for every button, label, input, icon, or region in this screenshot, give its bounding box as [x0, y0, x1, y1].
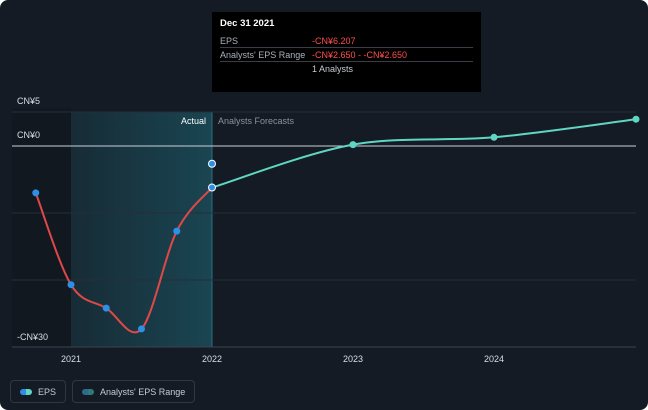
x-tick-label: 2023 — [343, 354, 363, 364]
forecast-point — [632, 115, 640, 123]
tooltip-row-range: Analysts' EPS Range -CN¥2.650 - -CN¥2.65… — [220, 48, 473, 62]
legend-item-range[interactable]: Analysts' EPS Range — [72, 380, 196, 403]
legend-label: Analysts' EPS Range — [100, 386, 186, 397]
tooltip-key: EPS — [220, 35, 239, 46]
eps-forecast-line — [211, 118, 637, 189]
legend-item-eps[interactable]: EPS — [10, 380, 67, 403]
tooltip-value: 1 Analysts — [312, 63, 354, 74]
eps-point — [32, 189, 40, 197]
forecast-point — [490, 133, 498, 141]
highlight-region — [71, 112, 212, 347]
tooltip-value: -CN¥2.650 - -CN¥2.650 — [312, 49, 408, 60]
y-tick-label: CN¥5 — [17, 96, 40, 106]
y-tick-label: CN¥0 — [17, 130, 40, 140]
tooltip-row-eps: EPS -CN¥6.207 — [220, 34, 473, 48]
range-point — [208, 159, 216, 168]
x-tick-label: 2022 — [202, 354, 222, 364]
tooltip-value: -CN¥6.207 — [312, 35, 356, 46]
range-swatch-icon — [82, 388, 95, 395]
legend: EPS Analysts' EPS Range — [10, 380, 196, 403]
eps-point — [67, 281, 75, 289]
x-tick-label: 2021 — [61, 354, 81, 364]
eps-point — [102, 304, 110, 312]
eps-point — [173, 227, 181, 235]
forecast-label: Analysts Forecasts — [218, 116, 295, 126]
eps-swatch-icon — [20, 388, 32, 395]
eps-point — [138, 325, 145, 333]
tooltip-date: Dec 31 2021 — [220, 18, 275, 29]
tooltip: Dec 31 2021 EPS -CN¥6.207 Analysts' EPS … — [212, 12, 481, 92]
past-shade — [12, 108, 71, 347]
y-tick-label: -CN¥30 — [17, 332, 48, 342]
legend-label: EPS — [38, 386, 57, 397]
tooltip-key: Analysts' EPS Range — [220, 49, 306, 60]
actual-label: Actual — [181, 116, 206, 126]
eps-point-highlight — [208, 183, 216, 192]
tooltip-row-analysts: 1 Analysts — [220, 62, 473, 75]
x-tick-label: 2024 — [484, 354, 504, 364]
forecast-point — [349, 141, 357, 149]
